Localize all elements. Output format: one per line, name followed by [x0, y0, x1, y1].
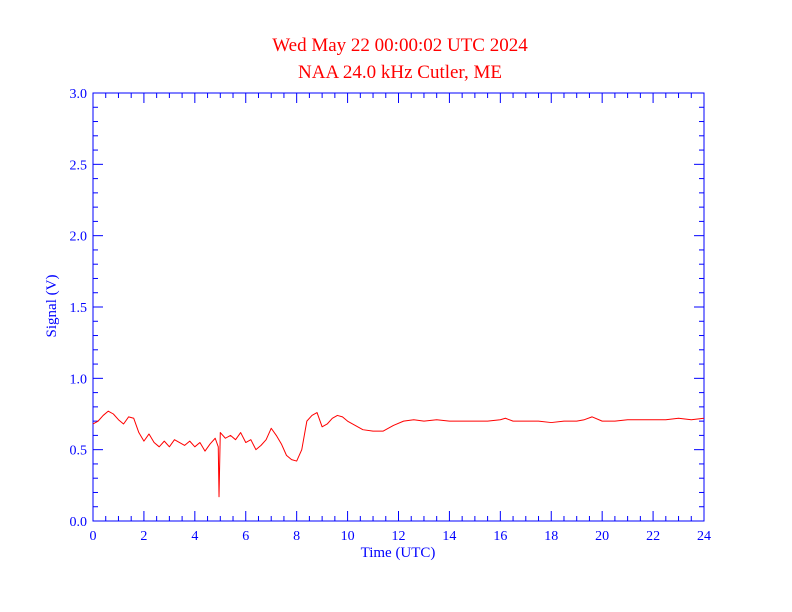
chart-title: Wed May 22 00:00:02 UTC 2024 [272, 35, 528, 56]
x-tick-label-2: 4 [191, 529, 198, 544]
x-tick-label-7: 14 [442, 529, 456, 544]
plot-frame [92, 92, 705, 522]
y-tick-label-2: 1.0 [70, 372, 88, 387]
x-tick-label-9: 18 [544, 529, 558, 544]
y-tick-label-5: 2.5 [70, 158, 88, 173]
x-tick-label-10: 20 [595, 529, 609, 544]
y-tick-label-6: 3.0 [70, 87, 88, 102]
series-layer [92, 410, 705, 498]
x-axis-label: Time (UTC) [361, 545, 436, 561]
x-tick-label-3: 6 [242, 529, 249, 544]
y-tick-label-3: 1.5 [70, 301, 88, 316]
x-tick-label-11: 22 [646, 529, 660, 544]
y-tick-label-0: 0.0 [70, 515, 88, 530]
x-tick-label-8: 16 [493, 529, 507, 544]
y-axis-tick-labels: 0.0 0.5 1.0 1.5 2.0 2.5 3.0 [70, 87, 88, 530]
y-axis-label: Signal (V) [44, 275, 60, 338]
x-tick-label-5: 10 [341, 529, 355, 544]
y-tick-label-4: 2.0 [70, 230, 88, 245]
series-line-0 [92, 410, 705, 498]
x-axis-ticks [92, 93, 705, 521]
x-tick-label-6: 12 [392, 529, 406, 544]
x-tick-label-1: 2 [140, 529, 147, 544]
x-tick-label-0: 0 [90, 529, 97, 544]
chart-subtitle: NAA 24.0 kHz Cutler, ME [298, 62, 502, 83]
y-axis-ticks [93, 92, 704, 522]
x-tick-label-4: 8 [293, 529, 300, 544]
x-tick-label-12: 24 [697, 529, 711, 544]
y-tick-label-1: 0.5 [70, 444, 88, 459]
x-axis-tick-labels: 0 2 4 6 8 10 12 14 16 18 20 22 24 [90, 529, 712, 544]
